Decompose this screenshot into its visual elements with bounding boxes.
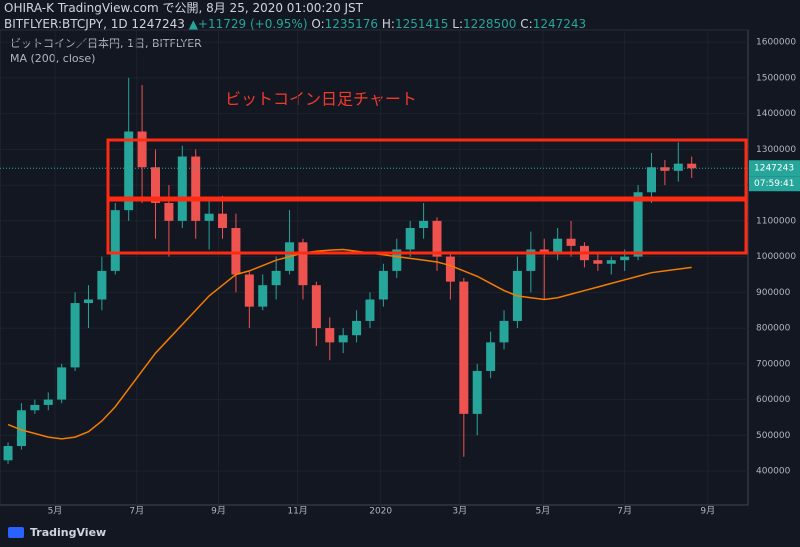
last-price-box — [749, 160, 800, 177]
y-tick-label: 700000 — [756, 359, 791, 369]
candle-body — [43, 399, 53, 405]
y-tick-label: 1100000 — [756, 216, 796, 226]
ohlc-value: 1228500 — [463, 17, 517, 31]
candle-body — [486, 342, 496, 371]
candle-body — [633, 192, 643, 257]
candle-body — [137, 131, 147, 168]
ohlc-value: 1251415 — [394, 17, 449, 31]
candle-body — [244, 274, 254, 307]
candle-body — [392, 249, 402, 271]
last-price-label: 1247243 — [754, 164, 794, 174]
x-tick-label: 5月 — [48, 506, 63, 517]
candle-body — [539, 249, 549, 254]
candle-body — [620, 256, 630, 261]
y-tick-label: 900000 — [756, 288, 791, 298]
x-tick-label: 5月 — [536, 506, 551, 517]
candle-body — [419, 220, 429, 229]
candle-body — [646, 167, 656, 193]
x-tick-label: 9月 — [700, 506, 715, 517]
candle-body — [459, 281, 469, 414]
ohlc-label: L: — [452, 17, 463, 31]
candle-body — [687, 163, 697, 169]
y-tick-label: 1500000 — [756, 73, 796, 83]
candle-body — [70, 303, 80, 368]
candle-body — [57, 367, 67, 400]
ma-line — [7, 248, 692, 440]
y-tick-label: 1600000 — [756, 38, 796, 48]
candle-body — [298, 242, 308, 286]
candle-body — [150, 167, 160, 203]
ohlc-label: O: — [311, 17, 325, 31]
candle-body — [191, 156, 201, 221]
candle-body — [673, 163, 683, 171]
y-tick-label: 1000000 — [756, 252, 796, 262]
plot-area — [0, 29, 749, 506]
x-tick-label: 2020 — [369, 507, 392, 517]
header: OHIRA-K TradingView.com で公開, 8月 25, 2020… — [4, 0, 586, 32]
candle-body — [526, 249, 536, 271]
candle-body — [566, 238, 576, 246]
x-tick-label: 3月 — [452, 506, 467, 517]
y-tick-label: 800000 — [756, 324, 791, 334]
brand-logo — [8, 527, 24, 538]
symbol-line: BITFLYER:BTCJPY, 1D 1247243 ▲+11729 (+0.… — [4, 16, 586, 32]
chart-title: ビットコイン／日本円, 1日, BITFLYER — [10, 36, 202, 50]
candle-body — [606, 260, 616, 264]
candle-body — [660, 167, 670, 171]
candle-body — [378, 270, 388, 300]
countdown-box — [749, 176, 800, 192]
candle-body — [445, 256, 455, 282]
candle-body — [177, 156, 187, 221]
x-tick-label: 9月 — [211, 506, 226, 517]
candle-body — [405, 228, 415, 250]
candle-body — [110, 210, 120, 271]
candle-body — [499, 320, 509, 343]
annotation: ビットコイン日足チャート — [225, 90, 417, 109]
candle-body — [124, 131, 134, 211]
candle-body — [271, 270, 281, 286]
candle-body — [83, 299, 93, 304]
range-box — [106, 138, 748, 200]
x-tick-label: 7月 — [129, 506, 144, 517]
ohlc-label: H: — [381, 17, 395, 31]
candle-body — [3, 446, 13, 461]
candle-body — [365, 299, 375, 321]
candle-body — [30, 404, 40, 411]
y-tick-label: 600000 — [756, 395, 791, 405]
y-tick-label: 1300000 — [756, 145, 796, 155]
candle-body — [16, 410, 26, 447]
legend-entry: MA (200, close) — [10, 52, 95, 65]
change: ▲+11729 (+0.95%) — [188, 17, 308, 31]
candle-body — [97, 270, 107, 300]
candle-body — [472, 370, 482, 414]
candle-body — [593, 260, 603, 264]
x-tick-label: 11月 — [287, 506, 307, 517]
ohlc-label: C: — [520, 17, 533, 31]
candle-body — [258, 285, 268, 307]
y-tick-label: 400000 — [756, 467, 791, 477]
ohlc-value: 1235176 — [324, 17, 379, 31]
symbol: BITFLYER:BTCJPY, 1D 1247243 — [4, 17, 185, 31]
y-tick-label: 1400000 — [756, 109, 796, 119]
candle-body — [325, 328, 335, 343]
brand: TradingView — [30, 526, 106, 539]
ohlc-value: 1247243 — [532, 17, 587, 31]
candle-body — [164, 202, 174, 221]
y-tick-label: 500000 — [756, 431, 791, 441]
candle-body — [553, 238, 563, 254]
candle-body — [218, 213, 228, 229]
publish-line: OHIRA-K TradingView.com で公開, 8月 25, 2020… — [4, 1, 364, 15]
x-tick-label: 7月 — [617, 506, 632, 517]
candle-body — [432, 220, 442, 257]
candle-body — [311, 285, 321, 329]
candle-body — [338, 335, 348, 343]
candle-body — [231, 228, 241, 275]
range-box — [106, 198, 748, 255]
candle-body — [204, 213, 214, 221]
candle-body — [352, 320, 362, 336]
countdown: 07:59:41 — [754, 179, 794, 189]
